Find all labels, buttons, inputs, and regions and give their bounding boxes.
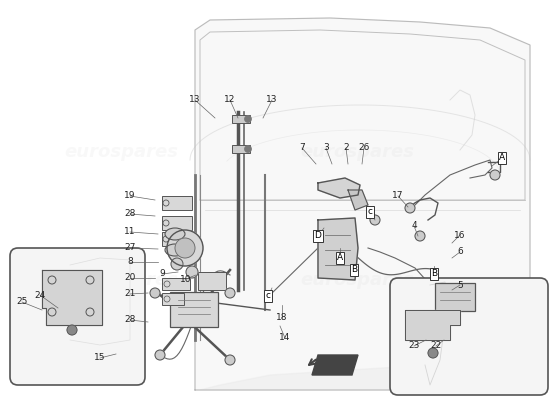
Text: 19: 19 [124,192,136,200]
Text: 12: 12 [224,96,236,104]
Text: 4: 4 [411,222,417,230]
Circle shape [186,266,198,278]
Circle shape [370,215,380,225]
Text: 8: 8 [127,258,133,266]
FancyBboxPatch shape [10,248,145,385]
Text: B: B [351,266,357,274]
Circle shape [225,288,235,298]
Text: 7: 7 [299,144,305,152]
Circle shape [415,231,425,241]
Text: eurospares: eurospares [300,143,415,161]
Circle shape [225,355,235,365]
Bar [162,293,184,305]
Text: 13: 13 [266,96,278,104]
Text: 25: 25 [16,298,28,306]
Text: A: A [499,154,505,162]
Text: 27: 27 [124,244,136,252]
Text: 15: 15 [94,354,106,362]
Text: 22: 22 [430,342,442,350]
Text: 10: 10 [180,274,192,284]
Bar [435,283,475,311]
Text: 17: 17 [392,192,404,200]
Ellipse shape [165,228,185,240]
Circle shape [175,238,195,258]
Bar [232,145,250,153]
Circle shape [155,350,165,360]
Circle shape [405,203,415,213]
Text: 20: 20 [124,274,136,282]
Text: eurospares: eurospares [300,271,415,289]
Bar [162,196,192,210]
Bar [162,216,192,230]
Circle shape [171,258,183,270]
Text: A: A [337,254,343,262]
Circle shape [245,116,251,122]
Text: 26: 26 [358,144,370,152]
Text: 11: 11 [124,228,136,236]
Text: c: c [367,208,372,216]
Text: 21: 21 [124,290,136,298]
Text: 14: 14 [279,334,291,342]
Text: 28: 28 [124,210,136,218]
Bar [170,292,218,327]
Polygon shape [195,18,530,390]
Text: eurospares: eurospares [64,143,178,161]
Text: 5: 5 [457,280,463,290]
Bar [232,115,250,123]
Circle shape [150,288,160,298]
Text: 6: 6 [457,248,463,256]
Circle shape [428,348,438,358]
FancyBboxPatch shape [390,278,548,395]
Polygon shape [318,218,358,280]
Text: 9: 9 [159,270,165,278]
Text: 16: 16 [454,230,466,240]
Text: B: B [431,270,437,278]
Polygon shape [405,310,460,340]
Circle shape [167,230,203,266]
Polygon shape [348,190,368,210]
Polygon shape [200,360,520,390]
Text: 13: 13 [189,96,201,104]
Text: D: D [315,232,321,240]
Text: c: c [266,292,271,300]
Text: eurospares: eurospares [64,271,178,289]
Circle shape [245,146,251,152]
Text: 2: 2 [343,144,349,152]
Text: 23: 23 [408,342,420,350]
Bar [198,272,226,290]
Bar [162,278,190,290]
Circle shape [490,170,500,180]
Circle shape [67,325,77,335]
Text: 24: 24 [34,290,46,300]
Text: 3: 3 [323,144,329,152]
Ellipse shape [165,244,185,256]
Polygon shape [42,270,102,325]
Polygon shape [312,355,358,375]
Polygon shape [318,178,360,198]
Text: 28: 28 [124,316,136,324]
Text: 18: 18 [276,314,288,322]
Bar [162,232,192,246]
